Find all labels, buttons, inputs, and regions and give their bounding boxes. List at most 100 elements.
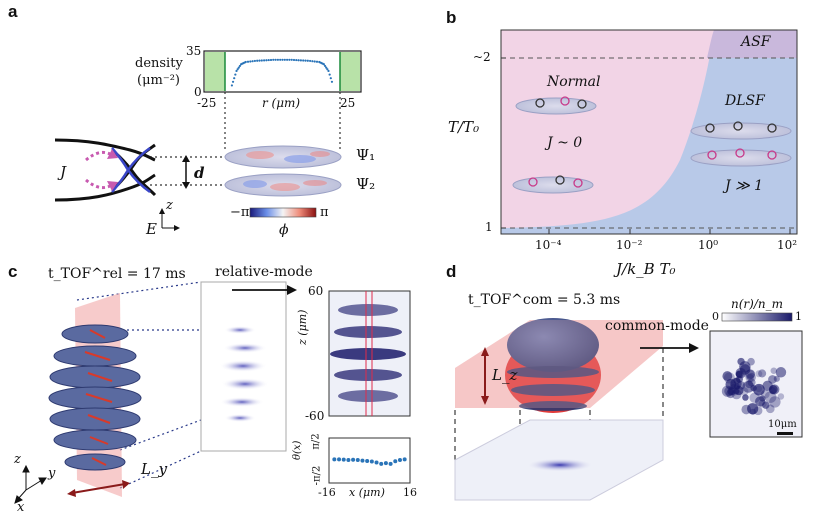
density-point <box>328 73 331 76</box>
theta-point <box>337 457 342 462</box>
density-plot <box>203 50 362 93</box>
fringe <box>330 348 406 360</box>
d-label: d <box>194 164 205 182</box>
theta-point <box>360 458 365 463</box>
density-point <box>311 60 314 63</box>
panel-c-label: c <box>8 262 18 281</box>
theta-point <box>393 459 398 464</box>
density-point <box>251 60 254 63</box>
fringe <box>334 326 402 338</box>
density-speckle <box>746 372 756 382</box>
density-speckle <box>745 380 753 389</box>
density-x-tick-left: -25 <box>197 96 217 110</box>
density-y-tick-bottom: 0 <box>194 85 202 99</box>
density-speckle <box>739 364 751 375</box>
density-point <box>306 59 309 62</box>
x-tick-right-c: 16 <box>403 486 417 499</box>
theta-point <box>383 461 388 466</box>
region-normal: Normal <box>547 74 601 90</box>
y-tick-1: 1 <box>485 220 493 234</box>
common-mode-3d <box>455 318 663 413</box>
stacked-layers <box>48 324 142 471</box>
density-unit: (μm⁻²) <box>137 73 180 88</box>
density-point <box>253 59 256 63</box>
density-point <box>288 58 291 61</box>
density-point <box>299 59 302 62</box>
theta-tick-top: π/2 <box>310 433 322 450</box>
x-tick-left-c: -16 <box>318 486 336 499</box>
x-axis-label: J/k_B T₀ <box>616 260 676 278</box>
axis-x-c: x <box>17 500 25 515</box>
density-speckle <box>741 404 752 415</box>
density-speckle <box>742 394 749 401</box>
density-point <box>295 58 298 62</box>
density-point <box>231 80 235 83</box>
density-speckle <box>770 367 778 374</box>
density-colorbar <box>721 312 793 322</box>
Ly-label: L_y <box>141 460 167 478</box>
x-tick-1e2: 10² <box>777 238 798 252</box>
phi-label: ϕ <box>279 222 289 238</box>
density-point <box>281 58 284 61</box>
double-well <box>54 138 157 202</box>
density-speckle <box>750 384 757 392</box>
density-point <box>297 59 300 62</box>
E-label: E <box>146 220 157 238</box>
density-point <box>235 69 238 73</box>
fringe <box>338 304 398 316</box>
density-point <box>230 84 233 87</box>
density-point <box>304 59 307 62</box>
phase-min: −π <box>230 205 250 220</box>
common-mode-label: common-mode <box>605 318 709 334</box>
density-point <box>329 77 332 80</box>
density-x-tick-right: 25 <box>340 96 356 110</box>
density-point <box>292 58 296 62</box>
theta-point <box>341 457 346 462</box>
axis-z-c: z <box>14 452 21 467</box>
annotation-j-zero: J ~ 0 <box>547 135 583 151</box>
density-speckle <box>758 369 767 378</box>
density-image <box>709 330 803 438</box>
z-tick-top: 60 <box>308 284 324 298</box>
density-speckle <box>777 393 785 400</box>
density-point <box>286 58 289 61</box>
density-speckle <box>728 384 741 396</box>
density-speckle <box>736 381 746 390</box>
z-tick-bottom: -60 <box>305 409 325 423</box>
panel-d-label: d <box>446 262 457 281</box>
phase-diagram <box>500 29 798 235</box>
z-axis-label: z (μm) <box>296 309 309 345</box>
density-point <box>258 59 261 62</box>
density-point <box>260 59 263 62</box>
density-point <box>274 58 277 61</box>
density-speckle <box>747 378 756 387</box>
density-point <box>283 58 286 61</box>
theta-label: θ(x) <box>292 440 303 460</box>
x-tick-1e-2: 10⁻² <box>616 238 643 252</box>
scale-bar-label: 10μm <box>768 419 797 430</box>
relative-mode-image <box>328 290 411 417</box>
theta-point <box>332 457 337 462</box>
panel-b-label: b <box>446 8 457 27</box>
theta-point <box>351 457 356 462</box>
density-point <box>234 73 237 76</box>
density-speckle <box>769 396 781 408</box>
density-point <box>236 68 239 71</box>
annotation-j-large: J ≫ 1 <box>725 178 764 194</box>
tof-com-label: t_TOF^com = 5.3 ms <box>468 292 621 308</box>
colorbar-label-d: n(r)/n_m <box>731 297 783 311</box>
density-point <box>279 58 282 61</box>
density-speckle <box>759 395 766 402</box>
x-tick-1e-4: 10⁻⁴ <box>535 238 562 252</box>
scale-bar <box>777 432 793 435</box>
density-point <box>256 59 259 62</box>
panel-a-label: a <box>8 2 18 21</box>
phase-profile-plot <box>328 437 411 484</box>
fringe <box>338 390 398 402</box>
density-point <box>237 66 240 69</box>
y-axis-label: T/T₀ <box>448 118 480 136</box>
density-point <box>267 58 270 62</box>
colorbar-max-d: 1 <box>795 310 802 323</box>
density-y-tick-top: 35 <box>186 44 202 58</box>
theta-point <box>369 459 374 464</box>
